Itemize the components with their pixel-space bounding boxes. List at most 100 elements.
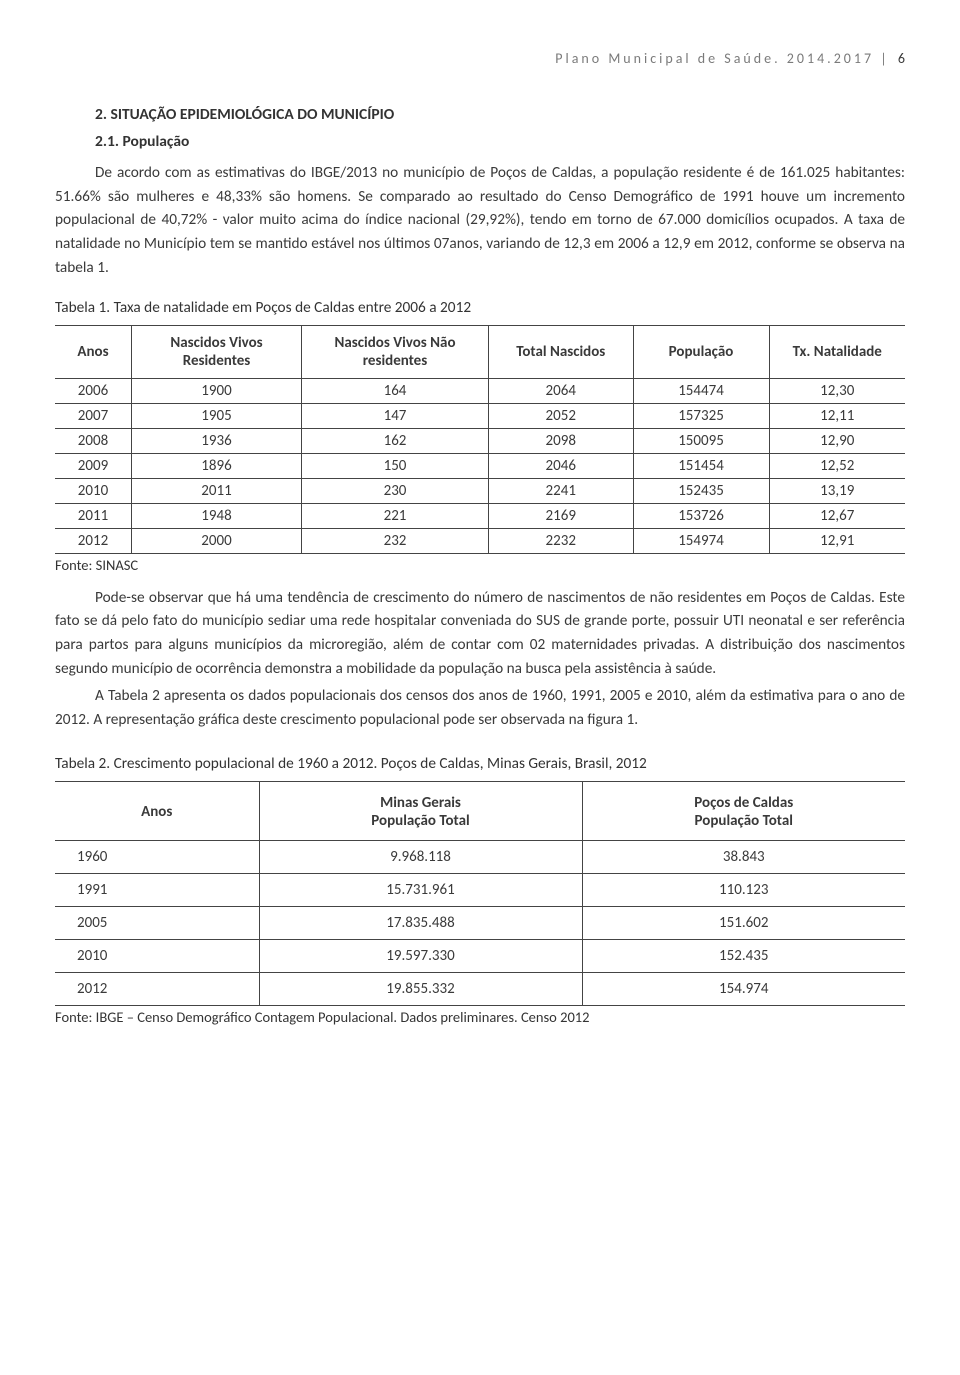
table-cell: 2009: [55, 453, 132, 478]
table-cell: 2011: [132, 478, 302, 503]
table-cell: 221: [302, 503, 489, 528]
table-cell: 13,19: [769, 478, 905, 503]
table-cell: 151.602: [582, 906, 905, 939]
table-cell: 2012: [55, 528, 132, 553]
table-cell: 2011: [55, 503, 132, 528]
table-cell: 2006: [55, 378, 132, 403]
table-cell: 152.435: [582, 939, 905, 972]
table1-col-2: Nascidos Vivos Não residentes: [302, 325, 489, 378]
table-cell: 2008: [55, 428, 132, 453]
table-cell: 9.968.118: [259, 840, 582, 873]
table-cell: 150095: [633, 428, 769, 453]
paragraph-1: De acordo com as estimativas do IBGE/201…: [55, 161, 905, 280]
running-title: Plano Municipal de Saúde. 2014.2017: [555, 50, 874, 67]
table-row: 20071905147205215732512,11: [55, 403, 905, 428]
table-cell: 2007: [55, 403, 132, 428]
table2-col-pc-line2: População Total: [589, 812, 900, 830]
table-cell: 15.731.961: [259, 873, 582, 906]
table-cell: 2241: [489, 478, 634, 503]
table-row: 20061900164206415447412,30: [55, 378, 905, 403]
table-row: 20102011230224115243513,19: [55, 478, 905, 503]
table2-col-anos: Anos: [55, 781, 259, 840]
table-cell: 12,91: [769, 528, 905, 553]
table1-col-1: Nascidos Vivos Residentes: [132, 325, 302, 378]
table2-body: 19609.968.11838.843199115.731.961110.123…: [55, 840, 905, 1005]
table-cell: 1948: [132, 503, 302, 528]
table-cell: 12,30: [769, 378, 905, 403]
table-cell: 12,52: [769, 453, 905, 478]
table2-header-row: Anos Minas Gerais População Total Poços …: [55, 781, 905, 840]
table-cell: 150: [302, 453, 489, 478]
table-cell: 1905: [132, 403, 302, 428]
table2-col-pc-line1: Poços de Caldas: [589, 794, 900, 812]
table-row: 19609.968.11838.843: [55, 840, 905, 873]
table-cell: 17.835.488: [259, 906, 582, 939]
section-title: 2. SITUAÇÃO EPIDEMIOLÓGICA DO MUNICÍPIO: [55, 105, 905, 124]
table1: AnosNascidos Vivos ResidentesNascidos Vi…: [55, 325, 905, 554]
table2-title: Tabela 2. Crescimento populacional de 19…: [55, 754, 905, 773]
paragraph-2: Pode-se observar que há uma tendência de…: [55, 586, 905, 681]
table-cell: 2010: [55, 478, 132, 503]
table-cell: 2232: [489, 528, 634, 553]
table-cell: 2012: [55, 972, 259, 1005]
table1-body: 20061900164206415447412,3020071905147205…: [55, 378, 905, 553]
table-cell: 19.597.330: [259, 939, 582, 972]
table1-col-3: Total Nascidos: [489, 325, 634, 378]
table-cell: 2010: [55, 939, 259, 972]
page-number: 6: [898, 50, 905, 67]
table-cell: 154.974: [582, 972, 905, 1005]
table1-source: Fonte: SINASC: [55, 556, 905, 574]
table-row: 199115.731.961110.123: [55, 873, 905, 906]
table-cell: 1960: [55, 840, 259, 873]
table-cell: 154974: [633, 528, 769, 553]
table1-header-row: AnosNascidos Vivos ResidentesNascidos Vi…: [55, 325, 905, 378]
table-cell: 2046: [489, 453, 634, 478]
table-cell: 19.855.332: [259, 972, 582, 1005]
table-cell: 38.843: [582, 840, 905, 873]
table-cell: 151454: [633, 453, 769, 478]
table2-col-mg: Minas Gerais População Total: [259, 781, 582, 840]
table-cell: 2098: [489, 428, 634, 453]
table-cell: 154474: [633, 378, 769, 403]
table-cell: 153726: [633, 503, 769, 528]
table1-col-4: População: [633, 325, 769, 378]
table-cell: 1896: [132, 453, 302, 478]
subsection-title: 2.1. População: [55, 132, 905, 151]
table-row: 20122000232223215497412,91: [55, 528, 905, 553]
table2-col-mg-line1: Minas Gerais: [266, 794, 576, 812]
table2-source: Fonte: IBGE – Censo Demográfico Contagem…: [55, 1008, 905, 1026]
table-cell: 162: [302, 428, 489, 453]
table-row: 201219.855.332154.974: [55, 972, 905, 1005]
table-cell: 230: [302, 478, 489, 503]
table1-col-0: Anos: [55, 325, 132, 378]
table-cell: 157325: [633, 403, 769, 428]
table2-col-mg-line2: População Total: [266, 812, 576, 830]
table2-col-pc: Poços de Caldas População Total: [582, 781, 905, 840]
page-header: Plano Municipal de Saúde. 2014.2017 | 6: [55, 50, 905, 67]
table-cell: 1900: [132, 378, 302, 403]
table-cell: 147: [302, 403, 489, 428]
table-cell: 2064: [489, 378, 634, 403]
table-cell: 1936: [132, 428, 302, 453]
table-cell: 12,90: [769, 428, 905, 453]
table-cell: 164: [302, 378, 489, 403]
header-divider: |: [880, 50, 889, 67]
table-cell: 232: [302, 528, 489, 553]
table2: Anos Minas Gerais População Total Poços …: [55, 781, 905, 1006]
table-cell: 152435: [633, 478, 769, 503]
table-cell: 2052: [489, 403, 634, 428]
table-cell: 2169: [489, 503, 634, 528]
table-cell: 2005: [55, 906, 259, 939]
table-cell: 2000: [132, 528, 302, 553]
table1-title: Tabela 1. Taxa de natalidade em Poços de…: [55, 298, 905, 317]
table-row: 200517.835.488151.602: [55, 906, 905, 939]
table-row: 20091896150204615145412,52: [55, 453, 905, 478]
paragraph-3: A Tabela 2 apresenta os dados populacion…: [55, 684, 905, 731]
table-cell: 110.123: [582, 873, 905, 906]
table-cell: 12,11: [769, 403, 905, 428]
table-row: 20081936162209815009512,90: [55, 428, 905, 453]
table1-col-5: Tx. Natalidade: [769, 325, 905, 378]
table-cell: 12,67: [769, 503, 905, 528]
table-row: 201019.597.330152.435: [55, 939, 905, 972]
table-row: 20111948221216915372612,67: [55, 503, 905, 528]
